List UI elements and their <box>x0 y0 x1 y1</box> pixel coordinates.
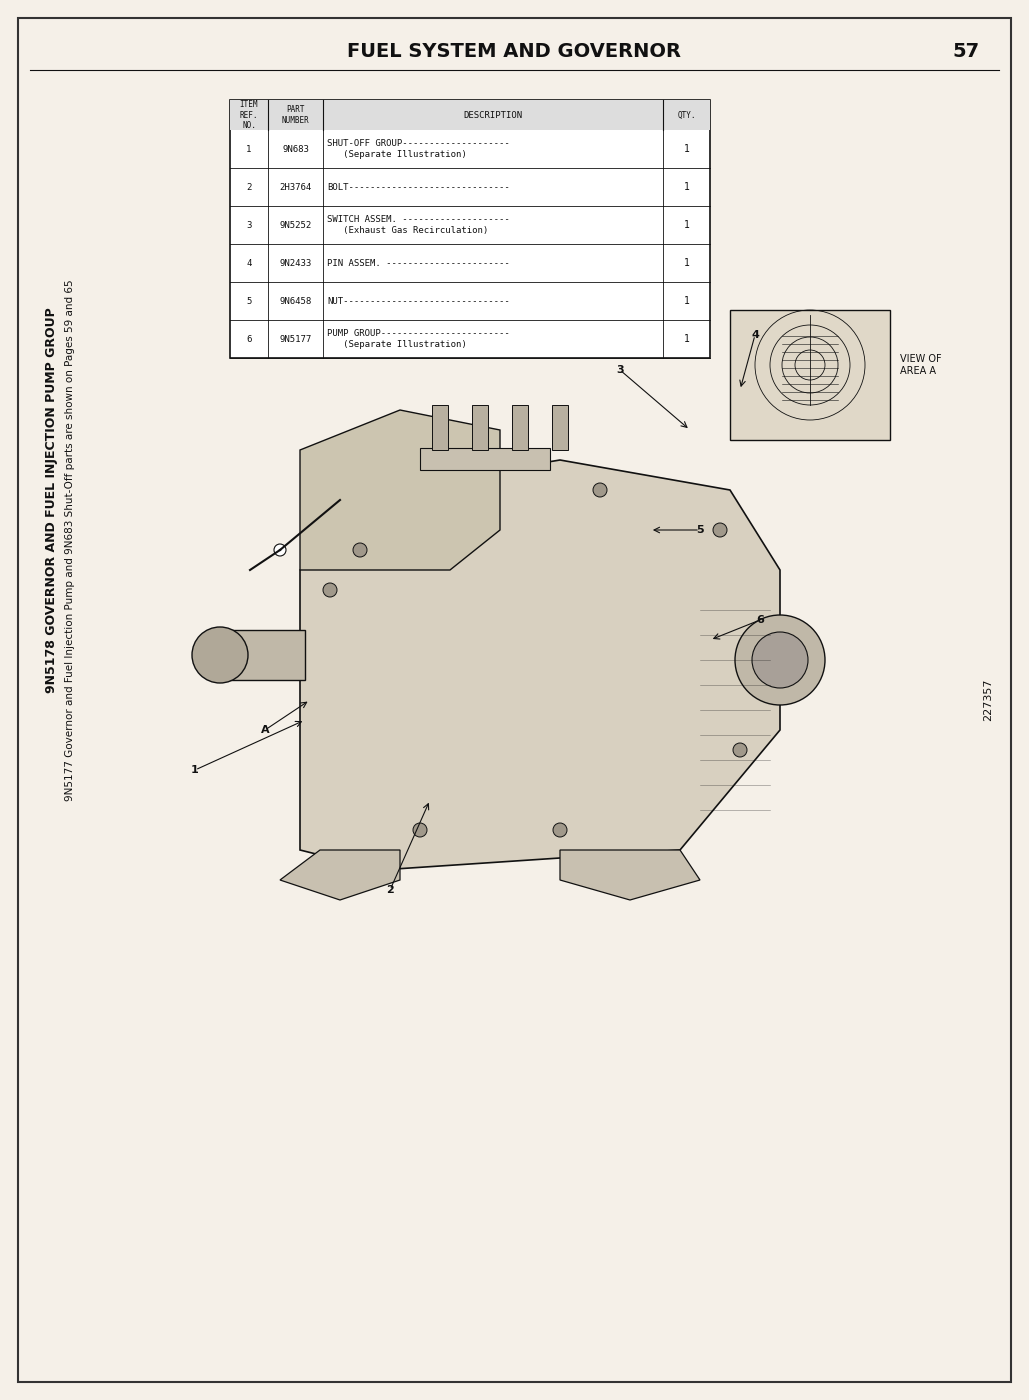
Text: 3: 3 <box>616 365 624 375</box>
Text: DESCRIPTION: DESCRIPTION <box>463 111 523 119</box>
Circle shape <box>735 615 825 706</box>
Text: 1: 1 <box>683 220 689 230</box>
Bar <box>230 99 710 130</box>
Text: 1: 1 <box>683 335 689 344</box>
Polygon shape <box>300 410 500 570</box>
Text: 6: 6 <box>246 335 252 343</box>
Text: BOLT------------------------------: BOLT------------------------------ <box>327 182 509 192</box>
Text: 5: 5 <box>697 525 704 535</box>
Bar <box>420 448 549 470</box>
Polygon shape <box>300 461 780 869</box>
Bar <box>220 630 305 680</box>
Text: 9N2433: 9N2433 <box>280 259 312 267</box>
Text: 4: 4 <box>246 259 252 267</box>
Text: 2H3764: 2H3764 <box>280 182 312 192</box>
Circle shape <box>733 743 747 757</box>
Text: 9N5177 Governor and Fuel Injection Pump and 9N683 Shut-Off parts are shown on Pa: 9N5177 Governor and Fuel Injection Pump … <box>65 279 75 801</box>
Text: 1: 1 <box>246 144 252 154</box>
Text: 2: 2 <box>246 182 252 192</box>
Text: PUMP GROUP------------------------
   (Separate Illustration): PUMP GROUP------------------------ (Sepa… <box>327 329 509 349</box>
Circle shape <box>323 582 338 596</box>
Bar <box>472 405 488 449</box>
Circle shape <box>593 483 607 497</box>
Text: A: A <box>260 725 270 735</box>
Text: NUT-------------------------------: NUT------------------------------- <box>327 297 509 305</box>
Polygon shape <box>560 850 700 900</box>
Text: 1: 1 <box>683 144 689 154</box>
Circle shape <box>553 823 567 837</box>
Text: QTY.: QTY. <box>677 111 696 119</box>
Text: FUEL SYSTEM AND GOVERNOR: FUEL SYSTEM AND GOVERNOR <box>347 42 681 62</box>
Text: 6: 6 <box>756 615 764 624</box>
Polygon shape <box>280 850 400 900</box>
Text: 9N5178 GOVERNOR AND FUEL INJECTION PUMP GROUP: 9N5178 GOVERNOR AND FUEL INJECTION PUMP … <box>45 307 59 693</box>
Text: VIEW OF
AREA A: VIEW OF AREA A <box>900 354 942 375</box>
Circle shape <box>353 543 367 557</box>
Text: 1: 1 <box>683 258 689 267</box>
Text: 3: 3 <box>246 220 252 230</box>
Text: 5: 5 <box>246 297 252 305</box>
Text: 1: 1 <box>683 182 689 192</box>
Text: 9N683: 9N683 <box>282 144 309 154</box>
Bar <box>432 405 448 449</box>
Circle shape <box>413 823 427 837</box>
Bar <box>512 405 528 449</box>
Text: 9N5252: 9N5252 <box>280 220 312 230</box>
Text: 9N5177: 9N5177 <box>280 335 312 343</box>
Text: 57: 57 <box>953 42 980 62</box>
Text: SHUT-OFF GROUP--------------------
   (Separate Illustration): SHUT-OFF GROUP-------------------- (Sepa… <box>327 139 509 160</box>
Text: PART
NUMBER: PART NUMBER <box>282 105 310 125</box>
Text: 2: 2 <box>386 885 394 895</box>
Text: 4: 4 <box>751 330 759 340</box>
Text: 1: 1 <box>683 295 689 307</box>
Circle shape <box>713 524 728 538</box>
Text: ITEM
REF.
NO.: ITEM REF. NO. <box>240 99 258 130</box>
Text: 9N6458: 9N6458 <box>280 297 312 305</box>
Text: PIN ASSEM. -----------------------: PIN ASSEM. ----------------------- <box>327 259 509 267</box>
Bar <box>730 309 890 440</box>
Circle shape <box>752 631 808 687</box>
Text: 1: 1 <box>191 764 199 776</box>
Circle shape <box>192 627 248 683</box>
Text: SWITCH ASSEM. --------------------
   (Exhaust Gas Recirculation): SWITCH ASSEM. -------------------- (Exha… <box>327 216 509 235</box>
Circle shape <box>274 545 286 556</box>
Bar <box>230 99 710 358</box>
Text: 227357: 227357 <box>983 679 993 721</box>
Bar <box>552 405 568 449</box>
